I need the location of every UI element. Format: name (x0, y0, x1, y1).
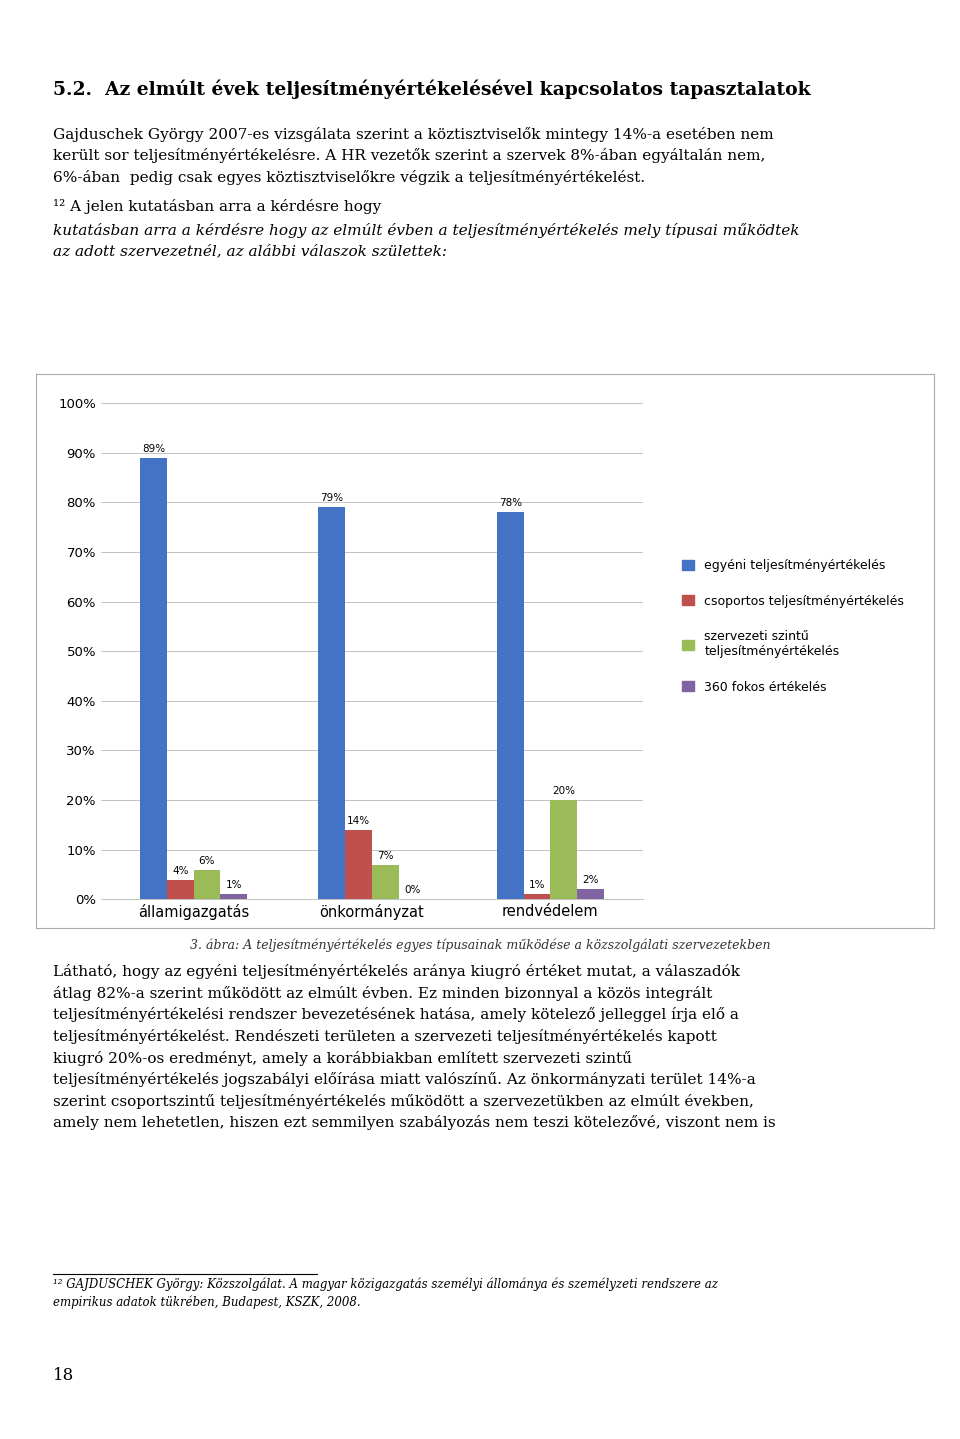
Legend: egyéni teljesítményértékelés, csoportos teljesítményértékelés, szervezeti szintű: egyéni teljesítményértékelés, csoportos … (682, 560, 904, 694)
Text: 5.2.  Az elmúlt évek teljesítményértékelésével kapcsolatos tapasztalatok: 5.2. Az elmúlt évek teljesítményértékelé… (53, 79, 810, 99)
Text: 20%: 20% (552, 786, 575, 796)
Text: 6%: 6% (199, 856, 215, 866)
Text: 0%: 0% (404, 885, 420, 895)
Text: ÁROP-2.2.17  |  Új közszolgálati életpálya  |  Emberi erőforrás gazdálkodás és k: ÁROP-2.2.17 | Új közszolgálati életpálya… (158, 14, 802, 29)
Bar (194, 869, 221, 899)
Text: 18: 18 (53, 1367, 74, 1384)
Text: 4%: 4% (172, 865, 188, 875)
Bar (346, 830, 372, 899)
Text: Látható, hogy az egyéni teljesítményértékelés aránya kiugró értéket mutat, a vál: Látható, hogy az egyéni teljesítményérté… (53, 964, 776, 1130)
Bar (550, 800, 577, 899)
Text: 14%: 14% (348, 816, 371, 826)
Text: 1%: 1% (226, 881, 242, 891)
Text: 1%: 1% (529, 881, 545, 891)
Text: ¹² A jelen kutatásban arra a kérdésre hogy: ¹² A jelen kutatásban arra a kérdésre ho… (53, 199, 386, 213)
Text: 78%: 78% (498, 498, 522, 508)
Bar (167, 879, 194, 899)
Bar (372, 865, 398, 899)
Bar (140, 458, 167, 899)
Bar (221, 895, 247, 899)
Text: Gajduschek György 2007-es vizsgálata szerint a köztisztviselők mintegy 14%-a ese: Gajduschek György 2007-es vizsgálata sze… (53, 127, 774, 184)
Bar (577, 889, 604, 899)
Text: 7%: 7% (377, 850, 394, 861)
Bar (319, 507, 346, 899)
Text: 89%: 89% (142, 443, 165, 453)
Text: kutatásban arra a kérdésre hogy az elmúlt évben a teljesítményértékelés mely típ: kutatásban arra a kérdésre hogy az elmúl… (53, 223, 800, 258)
Text: 3. ábra: A teljesítményértékelés egyes típusainak működése a közszolgálati szerv: 3. ábra: A teljesítményértékelés egyes t… (190, 938, 770, 951)
Bar (497, 512, 523, 899)
Text: ¹² GAJDUSCHEK György: Közszolgálat. A magyar közigazgatás személyi állománya és : ¹² GAJDUSCHEK György: Közszolgálat. A ma… (53, 1278, 718, 1309)
Bar (523, 895, 550, 899)
Text: 2%: 2% (583, 875, 599, 885)
Text: 79%: 79% (321, 494, 344, 504)
